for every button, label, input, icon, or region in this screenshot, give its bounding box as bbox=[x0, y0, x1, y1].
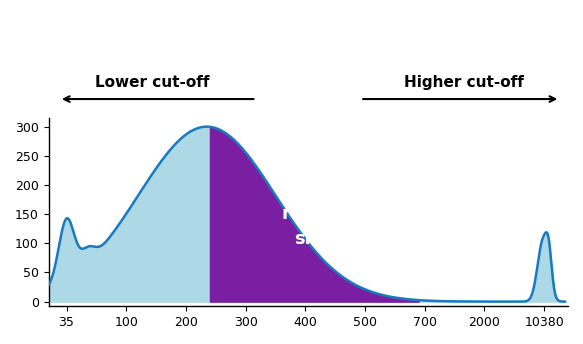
Text: Target
region
size: Target region size bbox=[282, 180, 347, 248]
Text: Lower cut-off: Lower cut-off bbox=[95, 75, 210, 90]
Text: Higher cut-off: Higher cut-off bbox=[404, 75, 524, 90]
